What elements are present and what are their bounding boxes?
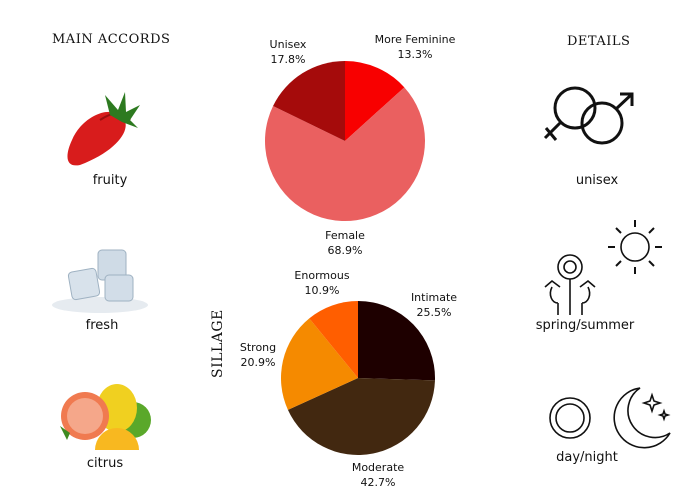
main-accords-title: MAIN ACCORDS	[52, 32, 171, 47]
slice-name: Enormous	[294, 269, 350, 282]
pie-slice-unisex	[273, 60, 345, 141]
slice-name: Intimate	[410, 291, 458, 304]
slice-value: 17.8%	[270, 53, 306, 66]
slice-label: Enormous 10.9%	[294, 268, 349, 298]
gender-symbols-icon	[543, 86, 634, 145]
detail-label: spring/summer	[535, 318, 635, 333]
strawberry-icon	[67, 92, 140, 166]
slice-value: 13.3%	[397, 48, 433, 61]
pie-slice-moderate	[287, 378, 435, 455]
pie-slice-more-feminine	[345, 61, 405, 141]
pie-slice-intimate	[358, 301, 435, 381]
accord-label: fresh	[85, 318, 119, 333]
slice-name: More Feminine	[374, 33, 456, 46]
pie-slice-enormous	[309, 301, 358, 378]
slice-label: Unisex 17.8%	[270, 37, 307, 67]
slice-value: 10.9%	[304, 284, 340, 297]
slice-label: Intimate 25.5%	[411, 290, 457, 320]
slice-label: More Feminine 13.3%	[375, 32, 456, 62]
slice-name: Female	[325, 229, 365, 242]
slice-name: Moderate	[351, 461, 405, 474]
citrus-fruits-icon	[60, 384, 151, 450]
slice-name: Strong	[239, 341, 277, 354]
slice-label: Female 68.9%	[325, 228, 365, 258]
sillage-title: SILLAGE	[210, 309, 226, 378]
slice-value: 42.7%	[360, 476, 396, 489]
detail-label: unisex	[575, 173, 619, 188]
slice-value: 20.9%	[240, 356, 276, 369]
ice-cubes-icon	[52, 249, 148, 313]
details-title: DETAILS	[567, 34, 631, 49]
sun-moon-icon	[549, 387, 671, 449]
sun-flowers-icon	[544, 220, 662, 315]
pie-slice-strong	[281, 318, 358, 410]
slice-label: Moderate 42.7%	[352, 460, 404, 490]
slice-name: Unisex	[269, 38, 307, 51]
accord-label: fruity	[92, 173, 128, 188]
pie-slice-female	[265, 87, 426, 221]
slice-value: 68.9%	[327, 244, 363, 257]
slice-value: 25.5%	[416, 306, 452, 319]
detail-label: day/night	[556, 450, 618, 465]
slice-label: Strong 20.9%	[240, 340, 276, 370]
accord-label: citrus	[86, 456, 124, 471]
